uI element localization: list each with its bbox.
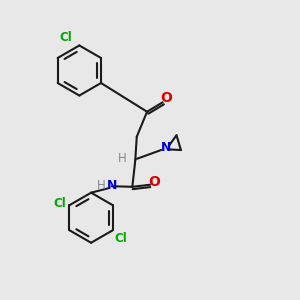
Text: O: O	[148, 176, 160, 189]
Text: N: N	[107, 179, 118, 192]
Text: H: H	[97, 179, 106, 192]
Text: Cl: Cl	[114, 232, 127, 245]
Text: N: N	[161, 141, 171, 154]
Text: Cl: Cl	[59, 31, 72, 44]
Text: Cl: Cl	[54, 197, 67, 210]
Text: O: O	[160, 92, 172, 106]
Text: H: H	[118, 152, 126, 165]
